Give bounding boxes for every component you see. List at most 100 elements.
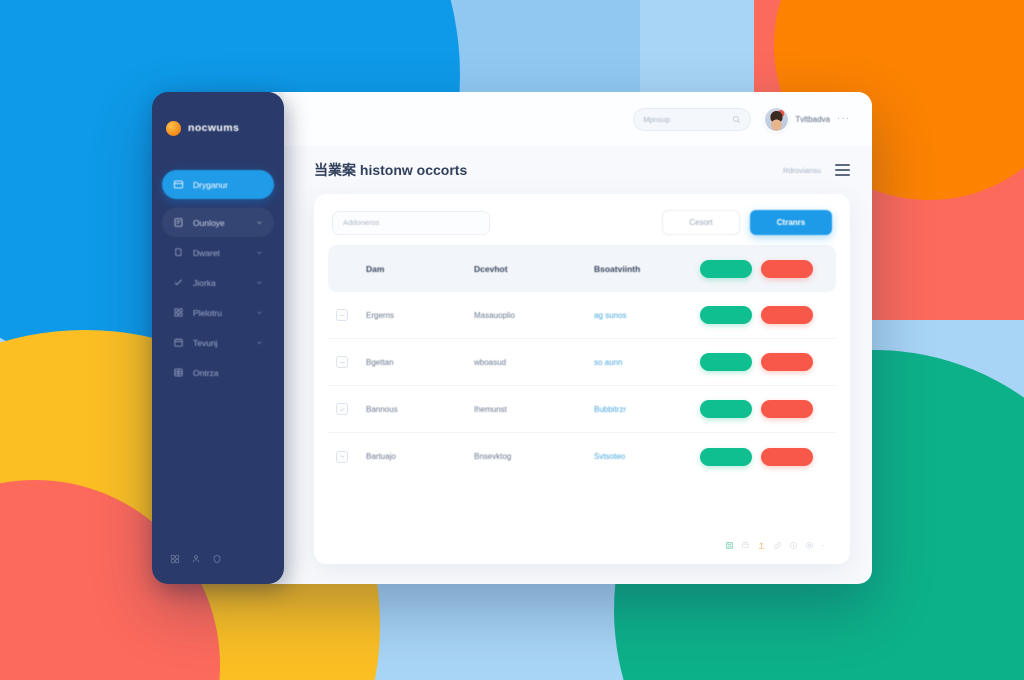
sidebar-item-ounloye[interactable]: Ounloye [162, 208, 274, 237]
column-header-dam[interactable]: Dam [366, 263, 385, 274]
approve-button[interactable] [700, 447, 752, 466]
table-row[interactable]: Ergerns Masauoplio ag sunos [328, 292, 836, 339]
table-search-placeholder: Addoneros [343, 218, 380, 227]
row-check-cell[interactable] [336, 309, 366, 321]
sidebar-item-jiorka[interactable]: Jiorka [162, 268, 274, 297]
cell-dcevhot: Ihemunst [474, 404, 507, 414]
shield-icon[interactable] [212, 554, 222, 564]
footer-ellipsis[interactable]: · [821, 540, 824, 550]
sidebar-item-label: Plelotru [193, 307, 222, 318]
checkbox-icon[interactable] [336, 403, 348, 415]
sidebar-item-ontrza[interactable]: Ontrza [162, 358, 274, 387]
row-check-cell[interactable] [336, 356, 366, 368]
sidebar-item-tevunj[interactable]: Tevunj [162, 328, 274, 357]
reject-button[interactable] [761, 259, 813, 278]
table-row[interactable]: Bannous Ihemunst Bubbitrzr [328, 386, 836, 433]
cell-bsoatviinth[interactable]: so aunn [594, 357, 623, 367]
table-search-input[interactable]: Addoneros [332, 210, 490, 235]
breadcrumb[interactable]: Rdroviansu [783, 165, 821, 175]
sidebar-item-dwaret[interactable]: Dwaret [162, 238, 274, 267]
book-icon [173, 247, 184, 258]
check-icon [173, 277, 184, 288]
approve-button[interactable] [700, 306, 752, 324]
row-actions-cell [700, 447, 828, 466]
sidebar-item-label: Dwaret [193, 247, 220, 258]
global-search[interactable]: Mpnsup [633, 107, 752, 131]
table-row[interactable]: Bgettan wboasud so aunn [328, 339, 836, 386]
cell-dam: Bartuajo [366, 452, 396, 461]
brand-name: nocwums [188, 122, 240, 134]
table-row[interactable]: Bartuajo Bnsevktog Svtsoteo [328, 433, 836, 480]
chevron-down-icon[interactable] [256, 219, 263, 226]
cell-dcevhot: Masauoplio [474, 310, 515, 320]
content-card: Addoneros Cesort Ctranrs Dam Dcevhot Bso… [314, 194, 850, 564]
cell-bsoatviinth[interactable]: ag sunos [594, 310, 627, 320]
apps-icon[interactable] [170, 554, 180, 564]
cell-bsoatviinth[interactable]: Bubbitrzr [594, 404, 627, 414]
card-footer: · [314, 541, 850, 564]
sidebar-item-dryganur[interactable]: Dryganur [162, 170, 274, 199]
page-title: 当業案 histonw occorts [314, 162, 468, 178]
sidebar-item-label: Dryganur [193, 179, 228, 190]
page-header: 当業案 histonw occorts Rdroviansu [284, 146, 872, 180]
row-actions-cell [700, 353, 828, 371]
grid-icon [173, 307, 184, 318]
calendar-icon [173, 337, 184, 348]
chevron-down-icon[interactable] [256, 279, 263, 286]
info-icon[interactable] [789, 541, 798, 550]
settings-icon[interactable] [805, 541, 814, 550]
row-check-cell[interactable] [336, 450, 366, 463]
approve-button[interactable] [700, 353, 752, 371]
cell-dam: Ergerns [366, 310, 395, 320]
cell-dcevhot: Bnsevktog [474, 452, 512, 461]
overflow-menu-icon[interactable]: ··· [837, 113, 850, 124]
main-content: Mpnsup Tvltbadva ··· 当業案 histonw occorts… [270, 92, 872, 584]
card-toolbar: Addoneros Cesort Ctranrs [314, 194, 850, 245]
user-name: Tvltbadva [795, 114, 830, 124]
app-window: nocwums Dryganur Ounloye [152, 92, 872, 584]
row-actions-cell [700, 400, 828, 418]
hamburger-menu-icon[interactable] [835, 164, 850, 176]
reject-button[interactable] [761, 353, 813, 371]
link-icon[interactable] [773, 541, 782, 550]
save-icon[interactable] [725, 541, 734, 550]
cell-dam: Bannous [366, 404, 398, 414]
data-table: Dam Dcevhot Bsoatviinth Ergerns [314, 245, 850, 480]
secondary-button[interactable]: Cesort [662, 210, 740, 235]
reject-button[interactable] [761, 447, 813, 466]
approve-button[interactable] [700, 259, 752, 278]
checkbox-icon[interactable] [336, 450, 348, 463]
cell-bsoatviinth[interactable]: Svtsoteo [594, 452, 626, 461]
sidebar-nav: Dryganur Ounloye [152, 170, 284, 387]
search-icon[interactable] [732, 115, 741, 124]
support-icon[interactable] [191, 554, 201, 564]
header-actions-cell [700, 259, 828, 278]
document-icon [173, 217, 184, 228]
chevron-down-icon[interactable] [256, 339, 263, 346]
print-icon[interactable] [741, 541, 750, 550]
checkbox-icon[interactable] [336, 309, 348, 321]
export-icon[interactable] [757, 541, 766, 550]
sidebar-item-label: Ounloye [193, 217, 225, 228]
reject-button[interactable] [761, 400, 813, 418]
brand-logo-icon [166, 120, 181, 136]
table-header-row: Dam Dcevhot Bsoatviinth [328, 245, 836, 292]
checkbox-icon[interactable] [336, 356, 348, 368]
approve-button[interactable] [700, 400, 752, 418]
cell-dcevhot: wboasud [474, 357, 507, 367]
sidebar-item-label: Tevunj [193, 337, 218, 348]
avatar[interactable] [765, 107, 789, 131]
column-header-bsoatviinth[interactable]: Bsoatviinth [594, 263, 641, 274]
brand[interactable]: nocwums [152, 110, 284, 140]
reject-button[interactable] [761, 306, 813, 324]
dashboard-icon [173, 179, 184, 190]
sidebar-footer [152, 554, 284, 570]
chevron-down-icon[interactable] [256, 309, 263, 316]
primary-button[interactable]: Ctranrs [750, 210, 832, 235]
chevron-down-icon[interactable] [256, 249, 263, 256]
sidebar-item-plelotru[interactable]: Plelotru [162, 298, 274, 327]
column-header-dcevhot[interactable]: Dcevhot [474, 263, 508, 274]
user-chip[interactable]: Tvltbadva ··· [765, 107, 850, 131]
global-search-input[interactable]: Mpnsup [643, 114, 670, 124]
row-check-cell[interactable] [336, 403, 366, 415]
